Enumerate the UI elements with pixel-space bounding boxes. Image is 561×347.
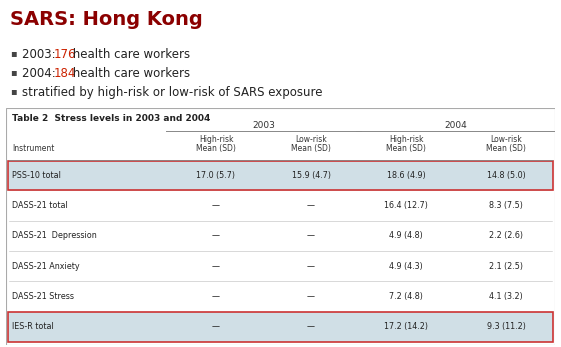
Text: —: — (212, 322, 220, 331)
Text: ▪: ▪ (10, 67, 17, 77)
Text: —: — (307, 231, 315, 240)
Text: 4.9 (4.8): 4.9 (4.8) (389, 231, 423, 240)
Text: SARS: Hong Kong: SARS: Hong Kong (10, 10, 203, 29)
Text: High-risk: High-risk (389, 135, 423, 144)
Text: 2.1 (2.5): 2.1 (2.5) (489, 262, 523, 271)
Text: Instrument: Instrument (12, 144, 54, 153)
Text: Table 2  Stress levels in 2003 and 2004: Table 2 Stress levels in 2003 and 2004 (12, 114, 210, 123)
FancyBboxPatch shape (8, 312, 553, 341)
Text: —: — (212, 231, 220, 240)
Text: stratified by high-risk or low-risk of SARS exposure: stratified by high-risk or low-risk of S… (22, 86, 323, 99)
Text: IES-R total: IES-R total (12, 322, 54, 331)
Text: DASS-21 Stress: DASS-21 Stress (12, 292, 74, 301)
Text: High-risk: High-risk (199, 135, 233, 144)
Text: 4.9 (4.3): 4.9 (4.3) (389, 262, 423, 271)
Text: —: — (307, 322, 315, 331)
Text: Mean (SD): Mean (SD) (386, 144, 426, 153)
Text: 17.2 (14.2): 17.2 (14.2) (384, 322, 428, 331)
Text: health care workers: health care workers (69, 48, 190, 61)
Text: —: — (212, 262, 220, 271)
Text: —: — (212, 292, 220, 301)
Text: —: — (307, 201, 315, 210)
Text: —: — (307, 292, 315, 301)
Text: DASS-21 Anxiety: DASS-21 Anxiety (12, 262, 80, 271)
Text: 18.6 (4.9): 18.6 (4.9) (387, 171, 425, 180)
FancyBboxPatch shape (8, 161, 553, 190)
Text: 2004: 2004 (445, 121, 467, 130)
Text: —: — (212, 201, 220, 210)
Text: 184: 184 (53, 67, 76, 80)
Text: DASS-21 total: DASS-21 total (12, 201, 68, 210)
Text: 7.2 (4.8): 7.2 (4.8) (389, 292, 423, 301)
Text: 17.0 (5.7): 17.0 (5.7) (196, 171, 236, 180)
Text: 2003: 2003 (252, 121, 275, 130)
Text: ▪: ▪ (10, 48, 17, 58)
Text: 2.2 (2.6): 2.2 (2.6) (489, 231, 523, 240)
Text: DASS-21  Depression: DASS-21 Depression (12, 231, 96, 240)
Text: 15.9 (4.7): 15.9 (4.7) (292, 171, 330, 180)
Text: 16.4 (12.7): 16.4 (12.7) (384, 201, 428, 210)
Text: 2003:: 2003: (22, 48, 59, 61)
Text: 2004:: 2004: (22, 67, 59, 80)
Text: 4.1 (3.2): 4.1 (3.2) (489, 292, 523, 301)
Text: ▪: ▪ (10, 86, 17, 96)
Text: —: — (307, 262, 315, 271)
Text: 14.8 (5.0): 14.8 (5.0) (486, 171, 525, 180)
Text: Low-risk: Low-risk (490, 135, 522, 144)
Text: 176: 176 (53, 48, 76, 61)
Text: PSS-10 total: PSS-10 total (12, 171, 61, 180)
Text: health care workers: health care workers (69, 67, 190, 80)
Text: Low-risk: Low-risk (295, 135, 327, 144)
Text: Mean (SD): Mean (SD) (196, 144, 236, 153)
Text: Mean (SD): Mean (SD) (291, 144, 331, 153)
Text: Mean (SD): Mean (SD) (486, 144, 526, 153)
Text: 8.3 (7.5): 8.3 (7.5) (489, 201, 523, 210)
Text: 9.3 (11.2): 9.3 (11.2) (486, 322, 526, 331)
